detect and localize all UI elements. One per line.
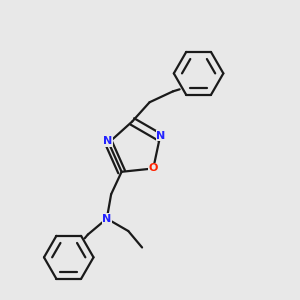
Text: N: N xyxy=(103,136,112,146)
Text: N: N xyxy=(156,131,166,141)
Text: N: N xyxy=(102,214,112,224)
Text: O: O xyxy=(148,164,158,173)
